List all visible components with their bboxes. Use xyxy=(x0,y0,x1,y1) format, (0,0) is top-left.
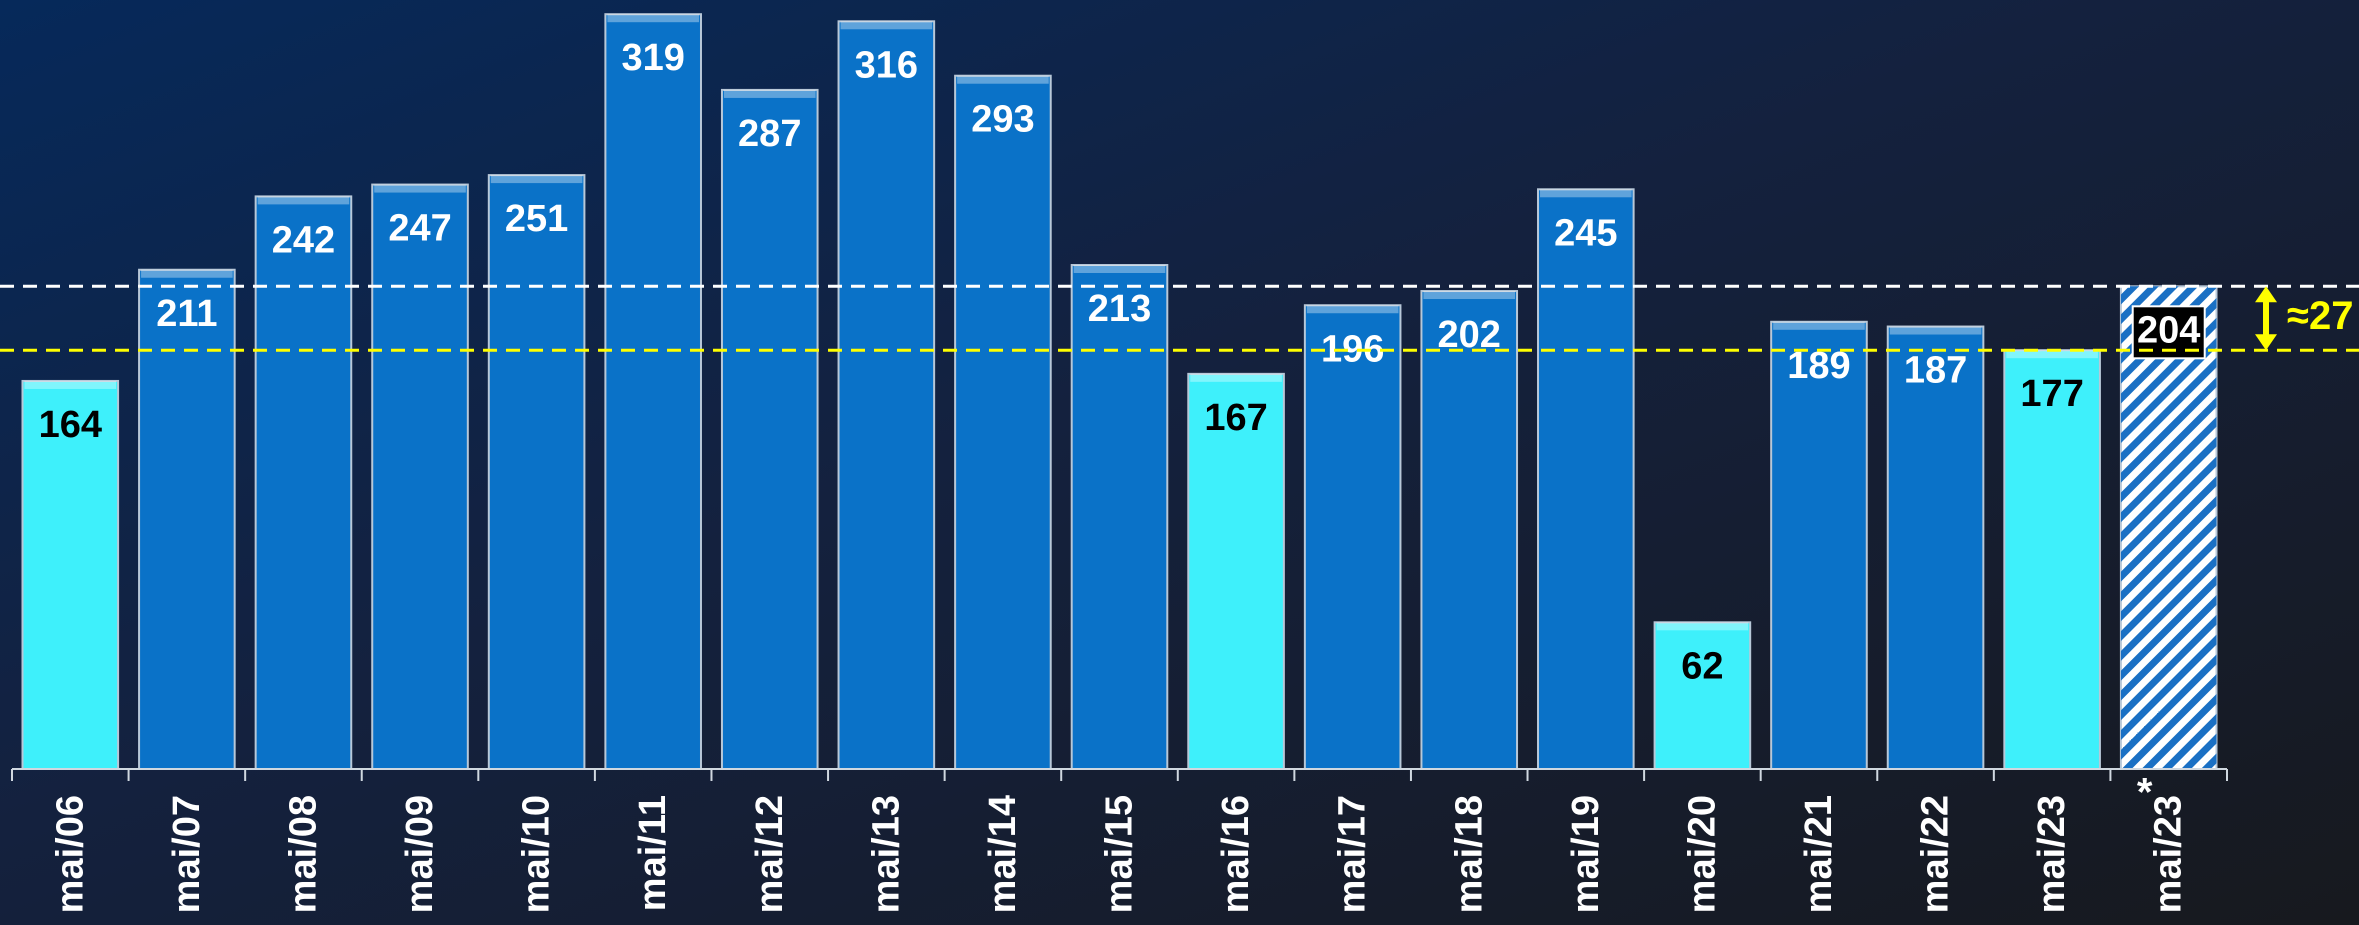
bar xyxy=(1886,325,1985,770)
bar-highlight xyxy=(1423,291,1516,300)
bar-highlight xyxy=(1073,265,1166,274)
bar-highlight xyxy=(1889,326,1982,335)
x-tick-label: mai/07 xyxy=(166,795,208,913)
x-tick-label: mai/23 xyxy=(2031,795,2073,913)
value-label: 167 xyxy=(1204,397,1267,439)
value-label: 196 xyxy=(1321,328,1384,370)
bar xyxy=(604,13,702,771)
bar xyxy=(1187,372,1285,770)
value-label: 213 xyxy=(1088,288,1151,330)
bar-highlight xyxy=(1656,622,1749,631)
value-label: 251 xyxy=(505,198,568,240)
value-label: 316 xyxy=(855,44,918,86)
bar-highlight xyxy=(607,14,699,23)
x-tick-label: mai/23 xyxy=(2148,795,2190,913)
value-label: 164 xyxy=(39,404,102,446)
bar-highlight xyxy=(374,184,466,193)
x-tick-label: mai/22 xyxy=(1915,795,1957,913)
bar xyxy=(21,379,120,770)
bar xyxy=(2003,349,2101,770)
bar-highlight xyxy=(723,89,816,98)
bar xyxy=(1537,188,1635,771)
bar xyxy=(487,174,586,770)
bar xyxy=(371,183,469,770)
annotation: ≈27 xyxy=(2287,294,2353,338)
x-tick-label: mai/16 xyxy=(1215,795,1257,913)
x-tick-label: mai/21 xyxy=(1798,795,1840,913)
bar xyxy=(1420,290,1519,770)
x-tick-label: mai/20 xyxy=(1681,795,1723,913)
value-label: 287 xyxy=(738,113,801,155)
bar-highlight xyxy=(24,380,117,389)
bar xyxy=(1653,621,1752,770)
bar-highlight xyxy=(957,75,1049,84)
bar-highlight xyxy=(490,175,583,184)
x-tick-label: mai/15 xyxy=(1099,795,1141,913)
bar-highlight xyxy=(1773,321,1865,330)
x-tick-label: mai/08 xyxy=(282,795,324,913)
bar-highlight xyxy=(840,21,933,30)
x-tick-label: mai/14 xyxy=(982,795,1024,913)
value-label: 189 xyxy=(1787,345,1850,387)
value-label: 245 xyxy=(1554,212,1617,254)
x-tick-label: mai/17 xyxy=(1332,795,1374,913)
bar xyxy=(720,88,819,771)
bar xyxy=(837,20,936,770)
bar-highlight xyxy=(141,269,233,278)
bar-highlight xyxy=(1190,373,1282,382)
value-label: 62 xyxy=(1681,645,1723,687)
bar-highlight xyxy=(1540,189,1632,198)
x-tick-label: mai/10 xyxy=(516,795,558,913)
x-tick-label: mai/12 xyxy=(749,795,791,913)
bar xyxy=(1770,320,1868,770)
x-tick-label: mai/06 xyxy=(49,795,91,913)
bar xyxy=(254,195,353,771)
bar xyxy=(138,268,236,770)
value-label: 247 xyxy=(388,208,451,250)
value-label: 319 xyxy=(621,37,684,79)
x-tick-label: mai/19 xyxy=(1565,795,1607,913)
x-tick-label: mai/18 xyxy=(1448,795,1490,913)
x-tick-label: mai/09 xyxy=(399,795,441,913)
value-label: 177 xyxy=(2020,373,2083,415)
bar-highlight xyxy=(1306,305,1399,314)
value-label: 242 xyxy=(272,219,335,261)
value-label: 204 xyxy=(2137,309,2200,351)
bar xyxy=(1303,304,1402,770)
bar-highlight xyxy=(2006,350,2098,359)
bar xyxy=(1070,264,1169,770)
footnote-mark: * xyxy=(2137,771,2153,815)
value-label: 187 xyxy=(1904,350,1967,392)
value-label: 202 xyxy=(1438,314,1501,356)
x-tick-label: mai/13 xyxy=(865,795,907,913)
bar-hatch xyxy=(2120,286,2217,769)
value-label: 211 xyxy=(156,293,217,335)
value-label: 293 xyxy=(971,99,1034,141)
annotation-arrowhead xyxy=(2255,286,2277,303)
bar-highlight xyxy=(257,196,350,205)
annotation-arrowhead xyxy=(2255,334,2277,351)
bar xyxy=(954,74,1052,771)
x-tick-label: mai/11 xyxy=(632,795,674,911)
